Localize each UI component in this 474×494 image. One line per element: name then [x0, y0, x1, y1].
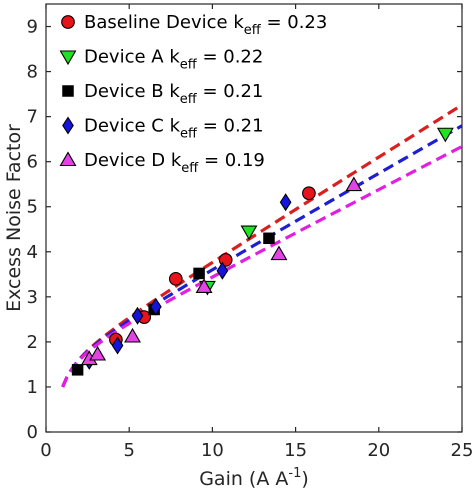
legend-label-value-3: = 0.21 [197, 116, 264, 137]
point-s1-2 [436, 127, 454, 143]
legend-label-4: Device D keff = 0.19 [84, 150, 265, 176]
legend-label-sub-4: eff [181, 161, 199, 176]
point-s3-3 [149, 297, 162, 316]
point-s2-3 [263, 232, 275, 245]
point-s3-1 [111, 336, 124, 355]
y-tick-label-2: 2 [27, 332, 38, 353]
legend-marker-2 [62, 85, 74, 97]
y-tick-label-0: 0 [27, 422, 38, 443]
x-tick-label-4: 20 [367, 440, 390, 461]
legend-label-value-1: = 0.22 [197, 47, 264, 68]
y-tick-label-8: 8 [27, 62, 38, 83]
legend-label-sub-0: eff [244, 23, 262, 38]
legend-label-3: Device C keff = 0.21 [84, 116, 264, 142]
x-axis-title-close: ) [301, 468, 308, 490]
fit-line-4 [61, 145, 462, 388]
point-s0-2 [168, 271, 183, 286]
legend-label-0: Baseline Device keff = 0.23 [84, 12, 327, 38]
y-tick-label-7: 7 [27, 107, 38, 128]
y-tick-label-6: 6 [27, 152, 38, 173]
legend-label-value-0: = 0.23 [261, 12, 328, 33]
point-s4-2 [124, 327, 141, 343]
y-tick-label-1: 1 [27, 377, 38, 398]
legend-marker-1 [59, 50, 77, 66]
legend-label-sub-3: eff [180, 127, 198, 142]
legend-label-main-1: Device A k [84, 47, 180, 68]
fit-lines [61, 103, 462, 388]
point-s2-2 [193, 267, 205, 280]
point-s3-2 [131, 306, 144, 325]
point-s0-4 [302, 186, 316, 201]
x-tick-label-5: 25 [451, 440, 474, 461]
legend-label-main-3: Device C k [84, 116, 181, 137]
x-tick-label-3: 15 [284, 440, 307, 461]
fit-line-3 [61, 124, 462, 388]
y-tick-label-5: 5 [27, 197, 38, 218]
x-tick-label-1: 5 [123, 440, 134, 461]
legend-label-main-0: Baseline Device k [84, 12, 244, 33]
point-s3-5 [279, 193, 292, 212]
legend-label-2: Device B keff = 0.21 [84, 81, 263, 107]
point-s3-4 [216, 261, 229, 280]
point-s4-5 [345, 176, 363, 192]
y-axis-title: Excess Noise Factor [3, 124, 25, 312]
point-s1-1 [240, 225, 258, 241]
point-s4-1 [89, 345, 107, 361]
plot-frame [45, 3, 463, 433]
x-axis-title: Gain (A A-1) [199, 466, 309, 490]
legend-label-main-2: Device B k [84, 81, 180, 102]
legend-label-sub-1: eff [180, 58, 198, 73]
x-tick-label-2: 10 [201, 440, 224, 461]
legend-label-sub-2: eff [180, 92, 198, 107]
x-axis-title-main: Gain (A A [199, 468, 288, 490]
legend-label-value-2: = 0.21 [197, 81, 264, 102]
legend-marker-3 [62, 116, 74, 135]
y-axis: 0 1 2 3 4 5 6 7 8 9 [27, 17, 462, 443]
legend-label-main-4: Device D k [84, 150, 182, 171]
point-s2-0 [71, 364, 84, 376]
point-s4-4 [270, 245, 288, 261]
y-tick-label-4: 4 [27, 242, 38, 263]
y-tick-label-9: 9 [27, 17, 38, 38]
data-points [71, 127, 454, 376]
y-tick-label-3: 3 [27, 287, 38, 308]
legend-marker-0 [61, 15, 75, 29]
legend-label-value-4: = 0.19 [198, 150, 265, 171]
fit-line-0 [61, 103, 462, 388]
point-s4-3 [195, 278, 213, 293]
x-axis-title-sup: -1 [288, 466, 301, 481]
x-tick-label-0: 0 [40, 440, 51, 461]
legend-marker-4 [59, 151, 77, 167]
x-axis: 0 5 10 15 20 25 [40, 4, 473, 461]
legend-label-1: Device A keff = 0.22 [84, 47, 263, 73]
